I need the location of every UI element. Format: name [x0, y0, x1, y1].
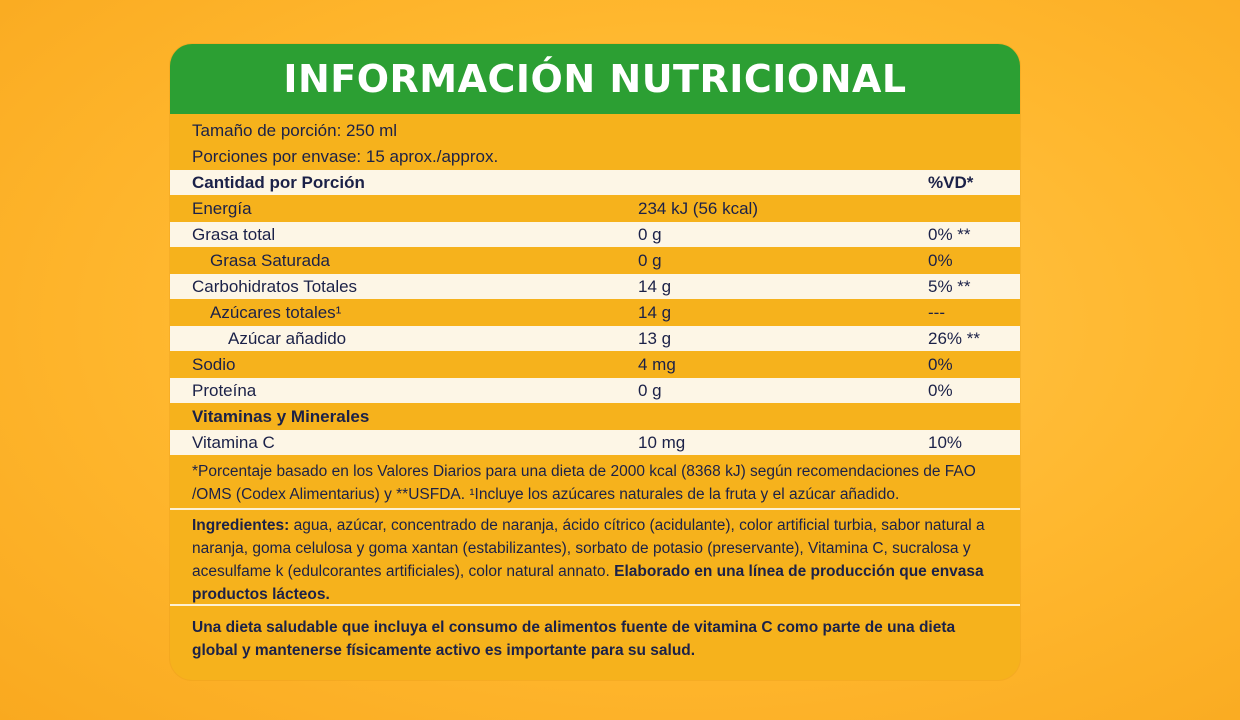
nutrient-dv: --- — [928, 303, 945, 322]
nutrient-label: Sodio — [192, 355, 236, 374]
health-message: Una dieta saludable que incluya el consu… — [192, 619, 956, 659]
nutrient-label: Proteína — [192, 381, 257, 400]
nutrient-amount: 0 g — [638, 251, 662, 270]
nutrient-amount: 14 g — [638, 303, 672, 322]
ingredients-label: Ingredientes: — [192, 517, 290, 534]
table-row: Azúcares totales¹ 14 g --- — [170, 300, 1020, 325]
header-amount-label: Cantidad por Porción — [192, 173, 365, 192]
nutrient-amount: 0 g — [638, 381, 662, 400]
nutrient-label: Carbohidratos Totales — [192, 277, 358, 296]
nutrient-label: Azúcares totales¹ — [210, 303, 342, 322]
nutrient-label: Vitamina C — [192, 433, 275, 452]
nutrient-label: Grasa total — [192, 225, 276, 244]
vitamins-section-header: Vitaminas y Minerales — [170, 404, 1020, 429]
nutrient-amount: 0 g — [638, 225, 662, 244]
ingredients-text: agua, azúcar, concentrado de naranja, ác… — [192, 517, 985, 580]
table-row: Sodio 4 mg 0% — [170, 352, 1020, 377]
table-header: Cantidad por Porción %VD* — [170, 170, 1020, 195]
nutrient-amount: 10 mg — [638, 433, 686, 452]
table-row: Proteína 0 g 0% — [170, 378, 1020, 403]
nutrient-label: Energía — [192, 199, 252, 218]
nutrient-dv: 0% — [928, 251, 953, 270]
label-title: INFORMACIÓN NUTRICIONAL — [170, 44, 1020, 114]
nutrient-dv: 0% — [928, 381, 953, 400]
servings-per-container: Porciones por envase: 15 aprox./approx. — [192, 147, 499, 166]
table-row: Energía 234 kJ (56 kcal) — [170, 196, 1020, 221]
nutrient-dv: 0% — [928, 355, 953, 374]
serving-size: Tamaño de porción: 250 ml — [192, 121, 398, 140]
nutrient-amount: 4 mg — [638, 355, 676, 374]
serving-info: Tamaño de porción: 250 ml Porciones por … — [170, 114, 1020, 174]
nutrient-dv: 10% — [928, 433, 963, 452]
nutrient-amount: 14 g — [638, 277, 672, 296]
allergen-warning: Elaborado en una línea de producción que… — [192, 563, 984, 603]
nutrient-dv: 26% ** — [928, 329, 980, 348]
nutrient-label: Grasa Saturada — [210, 251, 331, 270]
table-row: Vitamina C 10 mg 10% — [170, 430, 1020, 455]
nutrient-amount: 234 kJ (56 kcal) — [638, 199, 758, 218]
divider — [170, 604, 1020, 606]
nutrition-label: INFORMACIÓN NUTRICIONAL Tamaño de porció… — [170, 44, 1020, 680]
footnote: *Porcentaje basado en los Valores Diario… — [192, 463, 976, 503]
section-label: Vitaminas y Minerales — [192, 407, 370, 426]
nutrient-dv: 0% ** — [928, 225, 971, 244]
header-dv-label: %VD* — [928, 173, 974, 192]
nutrient-label: Azúcar añadido — [228, 329, 347, 348]
nutrient-dv: 5% ** — [928, 277, 971, 296]
table-row: Grasa Saturada 0 g 0% — [170, 248, 1020, 273]
nutrient-amount: 13 g — [638, 329, 672, 348]
ingredients: Ingredientes: agua, azúcar, concentrado … — [192, 514, 998, 606]
label-content: Tamaño de porción: 250 ml Porciones por … — [170, 114, 1020, 659]
table-row: Azúcar añadido 13 g 26% ** — [170, 326, 1020, 351]
divider — [170, 508, 1020, 510]
table-row: Grasa total 0 g 0% ** — [170, 222, 1020, 247]
table-row: Carbohidratos Totales 14 g 5% ** — [170, 274, 1020, 299]
